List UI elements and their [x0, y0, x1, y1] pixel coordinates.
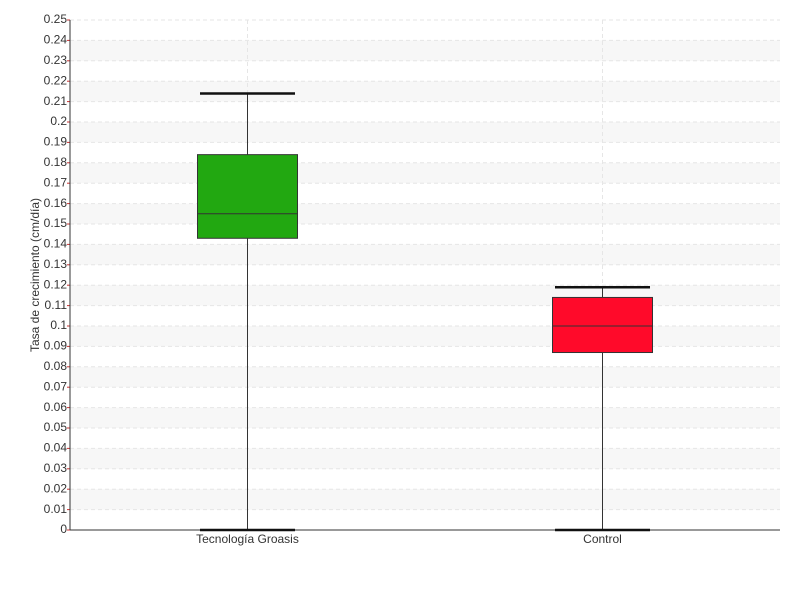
y-tick-label: 0.09: [44, 339, 68, 353]
y-tick-label: 0.15: [44, 216, 68, 230]
grid-band: [70, 366, 780, 388]
grid-band: [70, 285, 780, 306]
y-tick-label: 0.22: [44, 73, 68, 87]
box: [552, 296, 653, 354]
y-tick-label: 0.18: [44, 155, 68, 169]
y-tick-label: 0.03: [44, 461, 68, 475]
y-tick-label: 0.25: [44, 12, 68, 26]
y-tick-label: 0.14: [44, 237, 68, 251]
y-tick-label: 0: [60, 522, 67, 536]
y-tick-label: 0.07: [44, 379, 68, 393]
y-tick-label: 0.13: [44, 257, 68, 271]
y-tick-label: 0.11: [45, 298, 68, 312]
y-axis-label: Tasa de crecimiento (cm/día): [28, 198, 42, 352]
grid-band: [70, 448, 780, 469]
y-tick-label: 0.01: [44, 502, 68, 516]
y-tick-label: 0.16: [44, 196, 68, 210]
y-tick-label: 0.21: [44, 94, 68, 108]
y-tick-label: 0.1: [50, 318, 67, 332]
grid-band: [70, 122, 780, 143]
y-tick-label: 0.04: [44, 441, 68, 455]
grid-band: [70, 162, 780, 184]
box: [197, 154, 298, 239]
y-tick-label: 0.17: [44, 175, 68, 189]
y-tick-label: 0.24: [44, 33, 68, 47]
y-tick-label: 0.06: [44, 400, 68, 414]
y-tick-label: 0.12: [44, 277, 68, 291]
y-tick-label: 0.02: [44, 481, 68, 495]
y-tick-label: 0.08: [44, 359, 68, 373]
y-tick-label: 0.05: [44, 420, 68, 434]
grid-band: [70, 407, 780, 428]
grid-band: [70, 489, 780, 510]
y-tick-label: 0.23: [44, 53, 68, 67]
grid-band: [70, 40, 780, 61]
x-tick-label: Control: [583, 532, 622, 546]
grid-band: [70, 203, 780, 224]
grid-band: [70, 326, 780, 347]
y-tick-label: 0.19: [44, 135, 68, 149]
x-tick-label: Tecnología Groasis: [196, 532, 299, 546]
y-tick-label: 0.2: [50, 114, 67, 128]
grid-band: [70, 81, 780, 102]
grid-band: [70, 244, 780, 265]
